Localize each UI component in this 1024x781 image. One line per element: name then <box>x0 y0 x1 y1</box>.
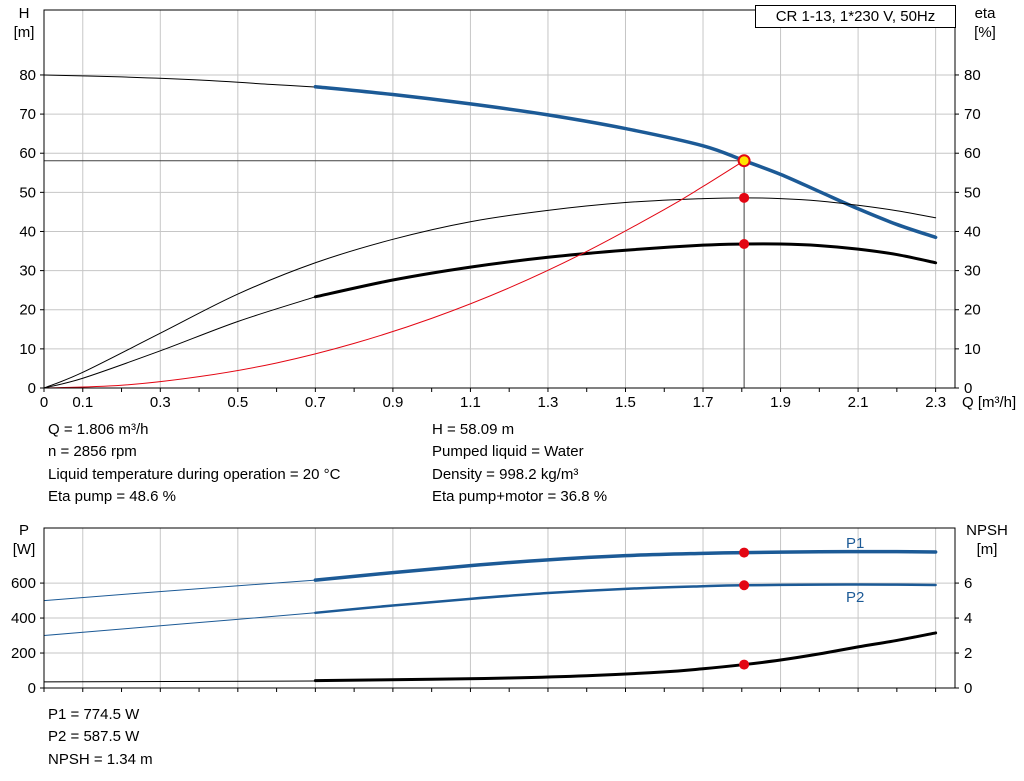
info-line-temperature: Liquid temperature during operation = 20… <box>48 465 341 483</box>
head-axis-symbol: H <box>18 5 30 22</box>
eta-axis-title: eta [%] <box>961 4 1009 42</box>
series-eta-pump-motor-preview <box>43 296 316 389</box>
series-p1-curve <box>313 549 938 582</box>
head-axis-title: H [m] <box>4 4 44 42</box>
y2-tick-label: 20 <box>964 302 981 319</box>
x-tick-label: 0.5 <box>227 394 248 411</box>
y-tick-label: 20 <box>19 302 36 319</box>
y-tick-label: 0 <box>28 680 36 697</box>
x-tick-label: 1.1 <box>460 394 481 411</box>
x-tick-label: 1.3 <box>538 394 559 411</box>
y2-tick-label: 60 <box>964 145 981 162</box>
y-tick-label: 10 <box>19 341 36 358</box>
y2-tick-label: 50 <box>964 184 981 201</box>
eta-axis-symbol: eta <box>974 5 996 22</box>
series-p2-preview <box>43 612 316 637</box>
plot-frame <box>43 527 956 689</box>
y2-tick-label: 80 <box>964 67 981 84</box>
y2-tick-label: 70 <box>964 106 981 123</box>
y-tick-label: 50 <box>19 184 36 201</box>
series-p1-preview <box>43 579 316 602</box>
npsh-axis-symbol: NPSH <box>966 522 1008 539</box>
power-axis-unit: [W] <box>12 541 36 558</box>
series-eta-pump-curve <box>43 197 937 389</box>
series-npsh-curve <box>313 631 938 683</box>
info-line-liquid: Pumped liquid = Water <box>432 443 584 461</box>
info-line-h: H = 58.09 m <box>432 421 515 438</box>
x-tick-label: 0.1 <box>72 394 93 411</box>
value-marker <box>739 239 750 249</box>
x-tick-label: 0.9 <box>382 394 403 411</box>
npsh-axis-unit: [m] <box>976 541 998 558</box>
y-tick-label: 0 <box>28 380 36 397</box>
y2-tick-label: 4 <box>964 610 972 627</box>
y2-tick-label: 0 <box>964 380 972 397</box>
power-npsh-results: P1 = 774.5 W P2 = 587.5 W NPSH = 1.34 m <box>48 704 153 771</box>
info-line-npsh: NPSH = 1.34 m <box>48 750 153 768</box>
y-tick-label: 600 <box>11 575 36 592</box>
duty-point-marker <box>737 154 751 168</box>
y2-tick-label: 30 <box>964 263 981 280</box>
x-tick-label: 0.7 <box>305 394 326 411</box>
eta-axis-unit: [%] <box>974 24 996 41</box>
x-tick-label: 0.3 <box>150 394 171 411</box>
info-line-eta-total: Eta pump+motor = 36.8 % <box>432 488 608 506</box>
series-eta-pump-motor-curve <box>313 242 938 299</box>
y-tick-label: 60 <box>19 145 36 162</box>
p1-curve-label: P1 <box>846 535 865 552</box>
npsh-axis-title: NPSH [m] <box>956 521 1018 559</box>
x-tick-label: 2.1 <box>848 394 869 411</box>
y2-tick-label: 6 <box>964 575 972 592</box>
y2-tick-label: 10 <box>964 341 981 358</box>
info-line-eta-pump: Eta pump = 48.6 % <box>48 488 176 506</box>
y2-tick-label: 2 <box>964 645 972 662</box>
y-tick-label: 200 <box>11 645 36 662</box>
power-axis-symbol: P <box>18 522 29 539</box>
flow-axis-title: Q [m³/h] <box>962 394 1017 411</box>
pump-model-title: CR 1-13, 1*230 V, 50Hz <box>755 5 956 28</box>
info-line-density: Density = 998.2 kg/m³ <box>432 465 579 483</box>
value-marker <box>739 547 750 558</box>
value-marker <box>739 192 750 203</box>
power-axis-title: P [W] <box>4 521 44 559</box>
y2-tick-label: 40 <box>964 223 981 240</box>
operating-data-left: Q = 1.806 m³/h n = 2856 rpm Liquid tempe… <box>48 419 340 509</box>
y-tick-label: 40 <box>19 223 36 240</box>
y-tick-label: 30 <box>19 263 36 280</box>
series-system-curve <box>43 160 745 389</box>
x-tick-label: 1.5 <box>615 394 636 411</box>
head-axis-unit: [m] <box>13 24 35 41</box>
value-marker <box>739 659 750 670</box>
value-marker <box>739 580 750 591</box>
plot-frame <box>43 9 956 389</box>
series-p2-curve <box>314 583 937 615</box>
x-tick-label: 0 <box>40 394 48 411</box>
operating-data-right: H = 58.09 m Pumped liquid = Water Densit… <box>432 419 607 509</box>
series-pump-curve-preview <box>43 74 336 89</box>
x-tick-label: 2.3 <box>925 394 946 411</box>
info-line-n: n = 2856 rpm <box>48 443 137 461</box>
info-line-p1: P1 = 774.5 W <box>48 706 140 723</box>
y-tick-label: 400 <box>11 610 36 627</box>
series-npsh-preview <box>43 680 316 683</box>
p2-curve-label: P2 <box>846 589 865 606</box>
y2-tick-label: 0 <box>964 680 972 697</box>
info-line-q: Q = 1.806 m³/h <box>48 421 149 438</box>
info-line-p2: P2 = 587.5 W <box>48 728 140 746</box>
x-tick-label: 1.7 <box>693 394 714 411</box>
y-tick-label: 70 <box>19 106 36 123</box>
x-tick-label: 1.9 <box>770 394 791 411</box>
series-pump-curve <box>313 84 938 240</box>
y-tick-label: 80 <box>19 67 36 84</box>
